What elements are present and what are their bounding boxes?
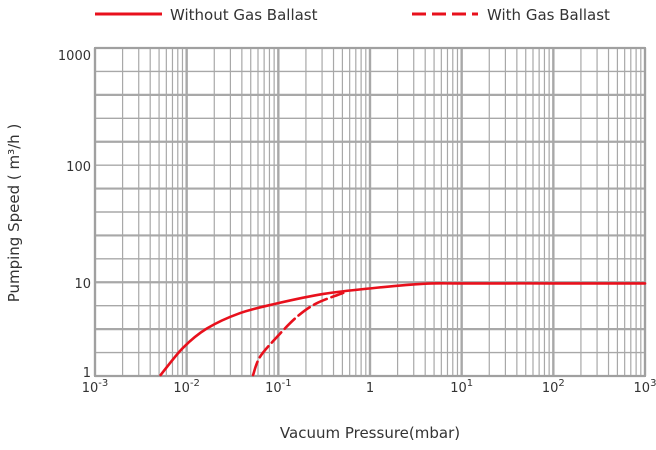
legend-label-with-gas-ballast: With Gas Ballast — [487, 6, 610, 24]
legend-label-without-gas-ballast: Without Gas Ballast — [170, 6, 318, 24]
x-tick-label: 103 — [634, 378, 656, 396]
series-lines — [159, 282, 647, 377]
x-tick-label: 10-3 — [82, 378, 109, 396]
grid — [93, 46, 647, 378]
x-tick-label: 1 — [366, 381, 374, 396]
legend: Without Gas Ballast With Gas Ballast — [95, 6, 610, 24]
plot-frame — [94, 47, 646, 377]
x-tick-label: 10-2 — [173, 378, 200, 396]
x-tick-label: 102 — [542, 378, 565, 396]
x-axis-label: Vacuum Pressure(mbar) — [280, 424, 460, 442]
y-axis-label: Pumping Speed ( m³/h ) — [5, 124, 23, 303]
x-tick-label: 101 — [450, 378, 473, 396]
x-tick-label: 10-1 — [265, 378, 292, 396]
y-tick-label: 100 — [66, 160, 91, 175]
y-tick-label: 1 — [83, 366, 91, 381]
tick-labels: 10-3 10-2 10-1 1 101 102 103 1 10 100 1000 — [58, 49, 656, 396]
series-line-with-gas-ballast — [251, 291, 345, 377]
series-line-without-gas-ballast — [159, 282, 647, 377]
y-tick-label: 10 — [74, 277, 91, 292]
y-tick-label: 1000 — [58, 49, 91, 64]
